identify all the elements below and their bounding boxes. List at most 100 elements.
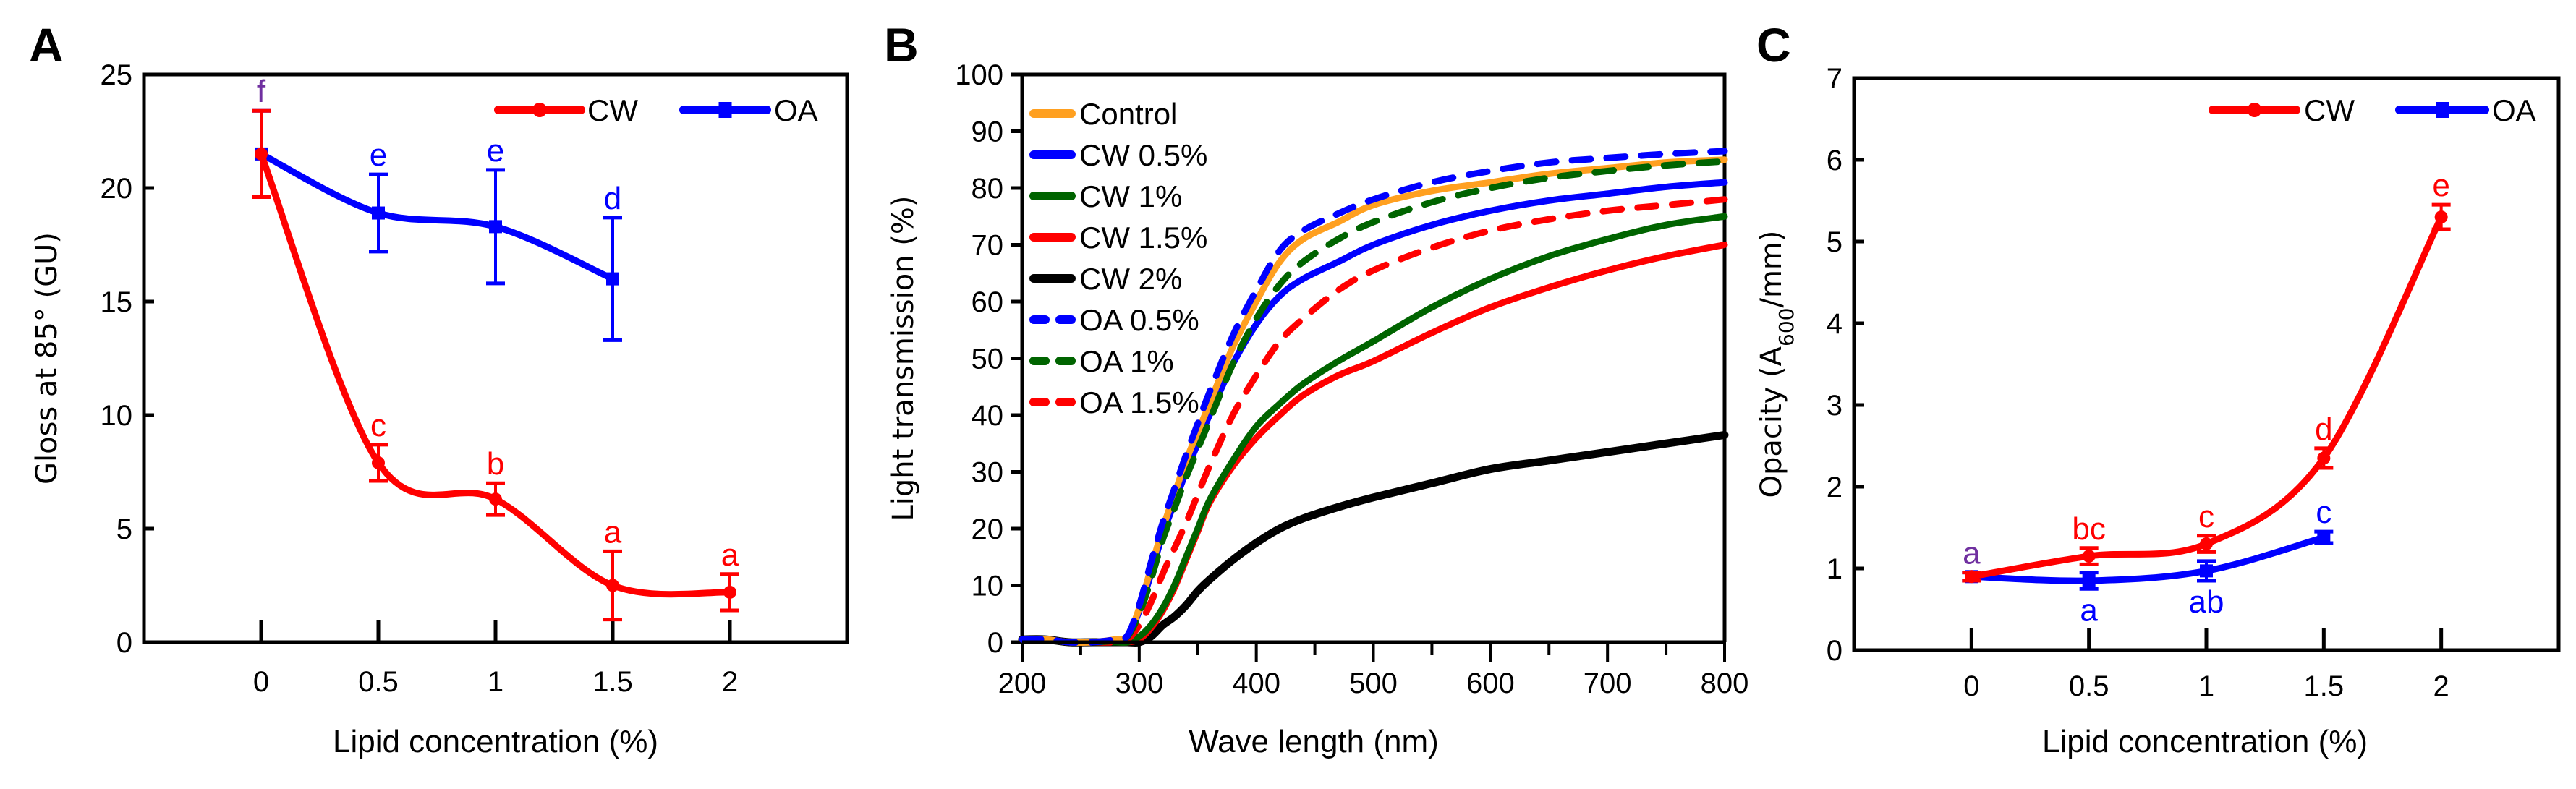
legend-item: CW 2% [1029, 262, 1182, 296]
significance-letter: c [2316, 495, 2331, 530]
x-tick-label: 1 [488, 666, 503, 698]
x-tick-label: 500 [1349, 668, 1398, 699]
y-axis-title-subscript: 600 [1774, 308, 1798, 346]
x-tick-label: 2 [722, 666, 738, 698]
curve-cw-2 [1018, 430, 1729, 647]
y-tick-label: 10 [101, 400, 133, 432]
x-tick-label: 2 [2433, 670, 2449, 702]
y-tick-label: 7 [1827, 63, 1842, 95]
y-tick-label: 50 [972, 344, 1004, 375]
x-axis-title: Wave length (nm) [1189, 724, 1439, 759]
significance-letter: ab [2189, 584, 2224, 620]
data-point [2317, 451, 2331, 465]
y-tick-label: 40 [972, 400, 1004, 432]
y-tick-label: 30 [972, 457, 1004, 489]
y-tick-label: 6 [1827, 145, 1842, 176]
significance-letter: a [2080, 592, 2098, 628]
x-axis-title: Lipid concentration (%) [333, 724, 658, 759]
x-tick-label: 0.5 [2069, 670, 2109, 702]
legend-item: OA 0.5% [1029, 303, 1199, 337]
x-axis-title: Lipid concentration (%) [2042, 724, 2368, 759]
x-tick-label: 0.5 [358, 666, 399, 698]
x-tick-label: 0 [1963, 670, 1979, 702]
data-point [255, 147, 268, 161]
significance-letter: a [721, 537, 739, 573]
legend-item: OA 1% [1029, 344, 1174, 378]
y-tick-label: 100 [955, 59, 1003, 91]
data-point [723, 585, 736, 599]
significance-letter: bc [2072, 511, 2105, 547]
x-tick-label: 1.5 [2304, 670, 2345, 702]
legend-marker [2247, 103, 2262, 117]
y-tick-label: 20 [101, 173, 133, 205]
legend-label: CW 1% [1079, 179, 1182, 213]
significance-letter: a [604, 514, 622, 550]
y-tick-label: 60 [972, 286, 1004, 318]
y-tick-label: 80 [972, 173, 1004, 205]
significance-letter: d [604, 181, 621, 216]
data-point [2082, 573, 2096, 587]
curve-control [1019, 156, 1728, 646]
legend-label: CW [2304, 93, 2355, 127]
curve-oa-0-5 [1019, 148, 1728, 646]
legend-marker [532, 103, 547, 117]
x-tick-label: 200 [998, 668, 1047, 699]
y-axis-title-prefix: Opacity (A [1755, 346, 1788, 498]
legend-item-cw: CW [494, 93, 638, 127]
data-point [489, 220, 502, 234]
significance-letter: a [1963, 536, 1981, 571]
series-line [1968, 534, 2327, 584]
series-line [258, 150, 616, 283]
x-tick-label: 700 [1584, 668, 1632, 699]
series-line [1968, 213, 2445, 580]
data-point [1965, 570, 1978, 584]
legend-item-oa: OA [2395, 93, 2536, 127]
significance-letter: c [370, 408, 386, 443]
panel-letter: A [29, 18, 64, 72]
y-tick-label: 2 [1827, 472, 1842, 503]
x-tick-label: 1.5 [592, 666, 633, 698]
series-oa: e e d [252, 108, 622, 342]
x-tick-label: 400 [1232, 668, 1280, 699]
y-tick-label: 90 [972, 116, 1004, 148]
legend-item-cw: CW [2209, 93, 2355, 127]
panel-c: C 0 1 2 3 4 5 6 7 0 0.5 1 1.5 2 Lipid concentration (%… [1755, 18, 2561, 759]
y-tick-label: 5 [116, 513, 132, 545]
y-tick-label: 15 [101, 286, 133, 318]
y-axis-title-suffix: /mm) [1755, 231, 1788, 308]
significance-letter: c [2198, 499, 2214, 534]
curve-oa-1-5 [1019, 196, 1728, 646]
data-point [2434, 210, 2448, 224]
significance-letter: e [370, 137, 387, 173]
significance-letter: e [487, 133, 504, 169]
legend-label: CW 2% [1079, 262, 1182, 296]
y-tick-label: 10 [972, 571, 1004, 602]
data-point [2200, 564, 2213, 578]
y-tick-label: 4 [1827, 308, 1842, 340]
series-cw: a bc c d e [1962, 168, 2451, 584]
legend-marker [2436, 102, 2449, 118]
legend-item: OA 1.5% [1029, 385, 1199, 419]
y-tick-label: 20 [972, 513, 1004, 545]
significance-letter: e [2432, 168, 2449, 203]
data-point [606, 579, 619, 592]
y-tick-label: 25 [101, 59, 133, 91]
legend-label: CW [587, 93, 638, 127]
x-tick-label: 1 [2198, 670, 2214, 702]
legend-label: OA 1.5% [1079, 385, 1199, 419]
legend-item: CW 1% [1029, 179, 1182, 213]
panel-letter: C [1756, 18, 1791, 72]
y-tick-label: 3 [1827, 390, 1842, 422]
x-tick-label: 600 [1466, 668, 1515, 699]
legend-label: CW 0.5% [1079, 138, 1207, 172]
data-point [606, 272, 619, 286]
legend-item-oa: OA [679, 93, 818, 127]
data-point [2200, 537, 2213, 551]
data-point [372, 206, 385, 220]
y-tick-label: 70 [972, 230, 1004, 262]
legend-item: Control [1029, 97, 1177, 131]
significance-letter: b [487, 446, 504, 482]
series-oa: a abc [1962, 495, 2334, 628]
legend-label: CW 1.5% [1079, 221, 1207, 255]
